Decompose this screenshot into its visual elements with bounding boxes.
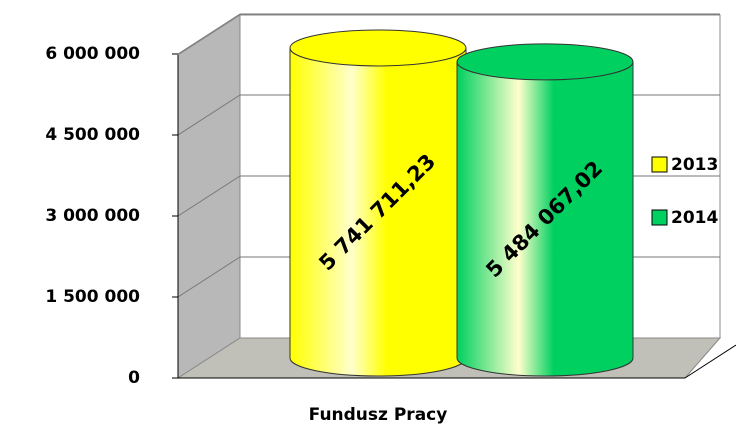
y-tick-label: 3 000 000 xyxy=(45,206,140,226)
y-tick-label: 6 000 000 xyxy=(45,44,140,64)
grid-line xyxy=(177,94,241,136)
legend-swatch xyxy=(651,209,668,226)
y-tick-label: 1 500 000 xyxy=(45,287,140,307)
cylinder-top xyxy=(456,43,634,81)
y-tick-label: 4 500 000 xyxy=(45,125,140,145)
y-tick-label: 0 xyxy=(128,368,140,388)
x-axis-depth xyxy=(684,344,736,379)
legend-label: 2014 xyxy=(671,208,718,228)
cylinder xyxy=(456,61,634,377)
x-tick-label: Fundusz Pracy xyxy=(309,405,448,425)
legend-label: 2013 xyxy=(671,155,718,175)
cylinder-top xyxy=(289,29,467,67)
grid-line xyxy=(177,13,241,55)
legend-swatch xyxy=(651,156,668,173)
grid-line xyxy=(177,175,241,217)
grid-line xyxy=(177,256,241,298)
